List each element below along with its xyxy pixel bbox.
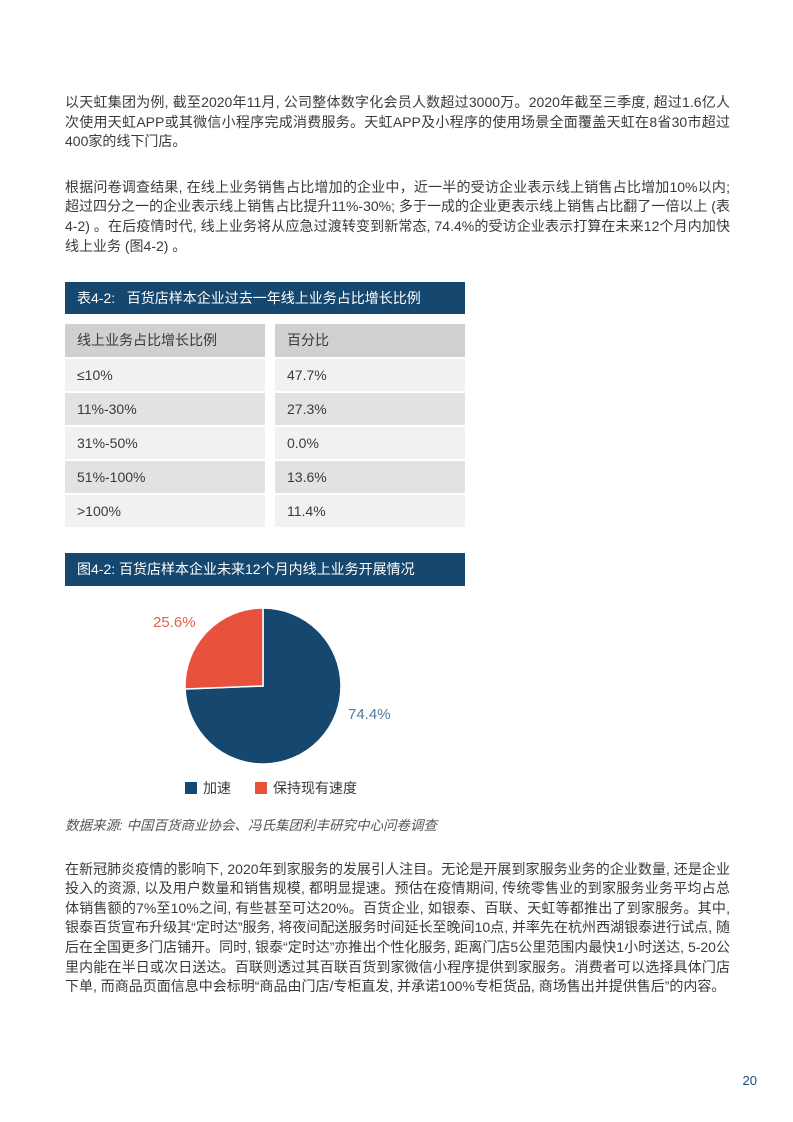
pie-slice-1 xyxy=(184,606,264,690)
table-4-2: 表4-2: 百货店样本企业过去一年线上业务占比增长比例 线上业务占比增长比例 百… xyxy=(65,282,465,528)
paragraph-tianhong: 以天虹集团为例, 截至2020年11月, 公司整体数字化会员人数超过3000万。… xyxy=(65,94,730,150)
paragraph-survey: 根据问卷调查结果, 在线上业务销售占比增加的企业中，近一半的受访企业表示线上销售… xyxy=(65,178,730,254)
table-cell: ≤10% xyxy=(65,358,265,391)
table-cell: 51%-100% xyxy=(65,461,265,494)
paragraph-home-delivery: 在新冠肺炎疫情的影响下, 2020年到家服务的发展引人注目。无论是开展到家服务业… xyxy=(65,860,730,995)
table-cell: 31%-50% xyxy=(65,426,265,460)
pie-chart-svg xyxy=(184,606,342,765)
table-cell: 0.0% xyxy=(275,426,465,460)
pie-label-accelerate: 74.4% xyxy=(348,705,391,723)
table-cell: 11.4% xyxy=(275,495,465,528)
figure-4-2: 图4-2: 百货店样本企业未来12个月内线上业务开展情况 xyxy=(65,553,465,586)
legend-item-maintain: 保持现有速度 xyxy=(255,778,357,798)
pie-chart: 25.6% 74.4% xyxy=(65,606,730,768)
table-cell: 27.3% xyxy=(275,392,465,425)
table-title-bar: 表4-2: 百货店样本企业过去一年线上业务占比增长比例 xyxy=(65,282,465,315)
table-header-growth: 线上业务占比增长比例 xyxy=(65,324,265,357)
table-cell: >100% xyxy=(65,495,265,528)
figure-title-bar: 图4-2: 百货店样本企业未来12个月内线上业务开展情况 xyxy=(65,553,465,586)
data-source-note: 数据来源: 中国百货商业协会、冯氏集团利丰研究中心问卷调查 xyxy=(65,817,438,833)
legend-label-maintain: 保持现有速度 xyxy=(273,779,357,796)
table-grid: 线上业务占比增长比例 百分比 ≤10% 47.7% 11%-30% 27.3% … xyxy=(65,324,465,528)
page-number: 20 xyxy=(742,1073,757,1088)
table-cell: 47.7% xyxy=(275,358,465,391)
pie-label-maintain: 25.6% xyxy=(153,613,196,631)
legend-swatch-accelerate-icon xyxy=(185,781,197,794)
page-content: 以天虹集团为例, 截至2020年11月, 公司整体数字化会员人数超过3000万。… xyxy=(65,94,730,995)
table-cell: 11%-30% xyxy=(65,392,265,425)
legend-swatch-maintain-icon xyxy=(255,781,267,794)
table-cell: 13.6% xyxy=(275,461,465,494)
table-header-percent: 百分比 xyxy=(275,324,465,357)
legend-item-accelerate: 加速 xyxy=(185,778,231,798)
pie-legend: 加速 保持现有速度 xyxy=(185,778,730,798)
legend-label-accelerate: 加速 xyxy=(203,779,231,796)
